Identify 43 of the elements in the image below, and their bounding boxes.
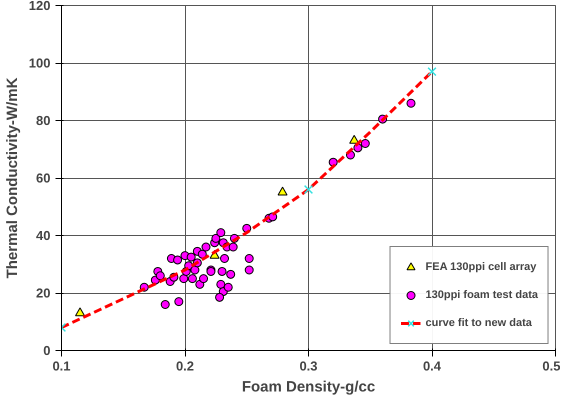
point — [211, 234, 220, 243]
x-tick-label: 0.2 — [176, 358, 194, 374]
point — [75, 307, 86, 316]
point — [244, 254, 254, 263]
point — [201, 242, 210, 252]
point — [160, 300, 170, 309]
point — [179, 274, 188, 284]
point — [244, 266, 254, 274]
point — [406, 98, 416, 108]
x-tick-label: 0.4 — [422, 358, 442, 374]
legend-label: curve fit to new data — [426, 317, 532, 329]
y-tick-label: 120 — [28, 0, 51, 13]
point — [188, 274, 197, 284]
y-axis-title: Thermal Conductivity-W/mK — [4, 77, 21, 278]
y-tick-label: 0 — [43, 343, 51, 358]
point — [220, 254, 230, 263]
point — [199, 274, 208, 284]
point — [190, 266, 200, 274]
point — [156, 271, 165, 280]
point — [427, 66, 437, 76]
x-tick-label: 0.1 — [52, 358, 71, 374]
point — [215, 292, 224, 302]
point — [226, 270, 236, 279]
point — [218, 266, 227, 276]
point — [278, 186, 288, 196]
point — [228, 242, 238, 252]
point — [216, 228, 226, 238]
x-axis-title: Foam Density-g/cc — [242, 378, 376, 396]
point — [304, 184, 314, 194]
x-tick-label: 0.3 — [299, 358, 318, 374]
legend-label: FEA 130ppi cell array — [426, 261, 536, 273]
x-tick-label: 0.5 — [542, 358, 561, 374]
y-tick-label: 60 — [36, 170, 51, 186]
y-tick-label: 40 — [36, 228, 51, 243]
legend-label: 130ppi foam test data — [426, 289, 538, 301]
point — [173, 255, 182, 264]
y-tick-label: 80 — [36, 113, 51, 128]
point — [360, 139, 370, 148]
y-tick-label: 100 — [28, 56, 51, 70]
point — [224, 282, 233, 292]
point — [174, 297, 184, 306]
y-tick-label: 20 — [36, 286, 51, 300]
point — [186, 252, 196, 262]
